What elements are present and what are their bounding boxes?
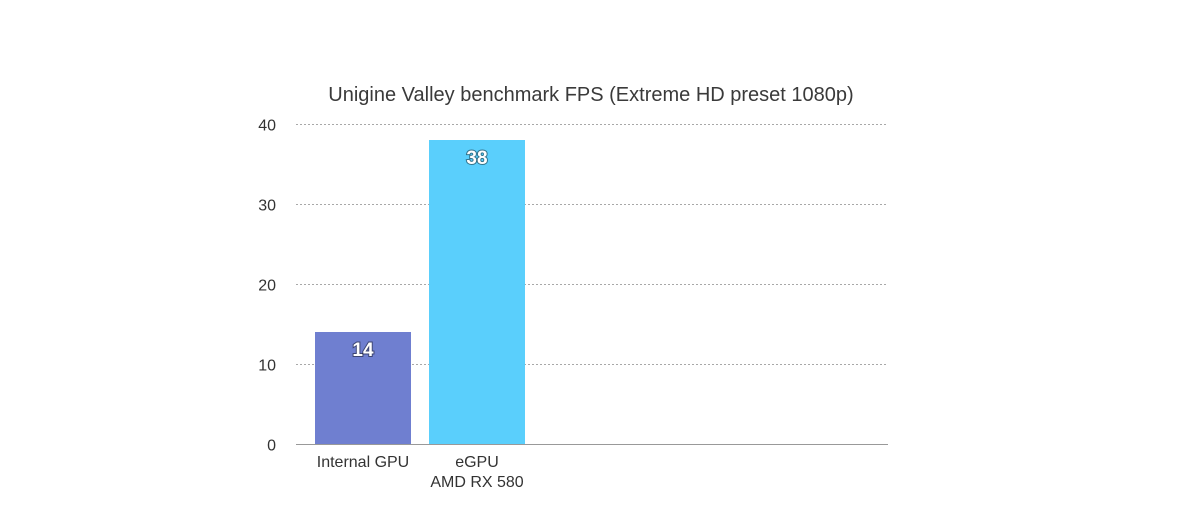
bars <box>315 140 525 444</box>
data-label: 38 <box>466 148 487 169</box>
x-tick-label: eGPU <box>455 454 499 471</box>
data-labels: 14 38 <box>351 147 488 362</box>
data-label: 14 <box>352 340 374 361</box>
x-axis-categories: Internal GPU eGPU AMD RX 580 <box>317 454 524 491</box>
bar <box>315 332 411 444</box>
chart-title: Unigine Valley benchmark FPS (Extreme HD… <box>328 84 853 106</box>
x-tick-label: Internal GPU <box>317 454 409 471</box>
y-tick-label: 30 <box>258 198 276 215</box>
y-tick-label: 20 <box>258 278 276 295</box>
y-tick-label: 40 <box>258 118 276 135</box>
y-axis-ticks: 0 10 20 30 40 <box>258 118 276 455</box>
x-tick-label: AMD RX 580 <box>430 474 523 491</box>
y-tick-label: 0 <box>267 438 276 455</box>
bar <box>429 140 525 444</box>
y-tick-label: 10 <box>258 358 276 375</box>
gridlines <box>296 124 888 365</box>
